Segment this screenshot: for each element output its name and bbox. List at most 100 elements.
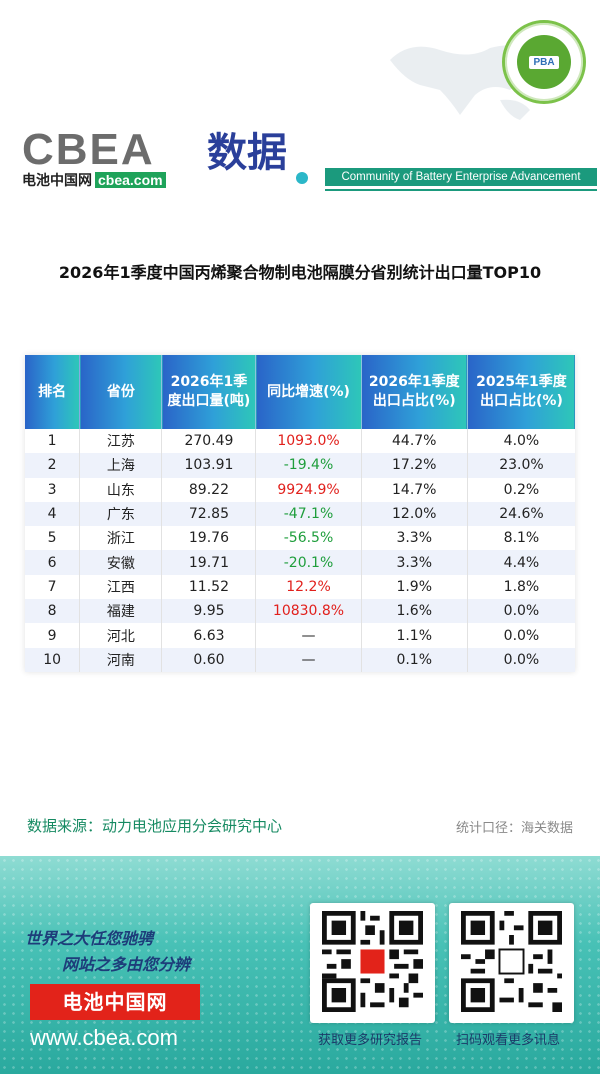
cell-province: 安徽 [79, 550, 162, 575]
cell-growth: 9924.9% [255, 477, 362, 502]
cell-volume: 72.85 [161, 501, 256, 527]
column-header-share-2026: 2026年1季度出口占比(%) [360, 355, 468, 429]
cell-rank: 4 [25, 501, 80, 527]
cell-volume: 6.63 [161, 623, 256, 648]
footer-banner [0, 856, 600, 1074]
table-row: 8 福建 9.95 10830.8% 1.6% 0.0% [25, 599, 575, 624]
column-header-rank: 排名 [25, 355, 80, 429]
cell-volume: 103.91 [161, 453, 256, 478]
qr-code-research-report[interactable] [310, 903, 435, 1023]
cell-share-2026: 1.1% [360, 623, 468, 648]
data-scope-note: 统计口径：海关数据 [455, 821, 573, 836]
cell-province: 河北 [79, 623, 162, 648]
cell-rank: 6 [25, 550, 80, 575]
cell-share-2025: 1.8% [466, 574, 575, 600]
table-row: 5 浙江 19.76 -56.5% 3.3% 8.1% [25, 526, 575, 551]
data-source-note: 数据来源：动力电池应用分会研究中心 [27, 817, 283, 835]
column-header-province: 省份 [79, 355, 162, 429]
qr-code-icon [322, 911, 423, 1012]
qr-code-news[interactable] [449, 903, 574, 1023]
cell-province: 福建 [79, 599, 162, 624]
qr-code-icon [461, 911, 562, 1012]
cell-rank: 9 [25, 623, 80, 648]
cell-volume: 19.71 [161, 550, 256, 575]
cell-rank: 2 [25, 453, 80, 478]
page-title: 2026年1季度中国丙烯聚合物制电池隔膜分省别统计出口量TOP10 [58, 263, 542, 282]
cell-share-2026: 1.9% [360, 574, 468, 600]
community-tagline: Community of Battery Enterprise Advancem… [325, 168, 597, 186]
cell-growth: -20.1% [255, 550, 362, 575]
cell-share-2026: 14.7% [360, 477, 468, 502]
cell-province: 山东 [79, 477, 162, 502]
cell-volume: 19.76 [161, 526, 256, 551]
cell-share-2025: 8.1% [466, 526, 575, 551]
footer-slogan-line2: 网站之多由您分辨 [62, 955, 191, 974]
qr1-caption: 获取更多研究报告 [318, 1033, 423, 1048]
cell-province: 河南 [79, 647, 162, 672]
table-row: 4 广东 72.85 -47.1% 12.0% 24.6% [25, 501, 575, 527]
table-row: 10 河南 0.60—0.1% 0.0% [25, 647, 575, 672]
pba-badge-logo: PBA [502, 20, 586, 104]
cell-rank: 3 [25, 477, 80, 502]
cell-volume: 11.52 [161, 574, 256, 600]
table-header-row: 排名 省份 2026年1季度出口量(吨) 同比增速(%) 2026年1季度出口占… [25, 355, 575, 429]
cbea-logo-subtitle: 电池中国网 cbea.com [22, 170, 166, 190]
table-row: 6 安徽 19.71 -20.1% 3.3% 4.4% [25, 550, 575, 575]
cell-province: 广东 [79, 501, 162, 527]
cell-province: 江苏 [79, 429, 162, 454]
cell-volume: 0.60 [161, 647, 256, 672]
cell-share-2026: 1.6% [360, 599, 468, 624]
cell-growth: — [255, 647, 362, 672]
table-row: 2 上海 103.91 -19.4% 17.2% 23.0% [25, 453, 575, 478]
footer-slogan-line1: 世界之大任您驰骋 [25, 929, 154, 948]
cell-growth: 10830.8% [255, 599, 362, 624]
table-row: 3 山东 89.22 9924.9% 14.7% 0.2% [25, 477, 575, 502]
cbea-logo-wordmark: CBEA [22, 125, 155, 174]
footer-website-link[interactable]: www.cbea.com [30, 1025, 178, 1050]
cell-rank: 8 [25, 599, 80, 624]
export-table: 排名 省份 2026年1季度出口量(吨) 同比增速(%) 2026年1季度出口占… [25, 355, 575, 672]
cell-share-2025: 4.4% [466, 550, 575, 575]
cell-rank: 1 [25, 429, 80, 454]
cell-share-2025: 23.0% [466, 453, 575, 478]
table-body: 1 江苏 270.49 1093.0% 44.7% 4.0% 2 上海 103.91 -19.4… [25, 429, 575, 672]
cell-province: 上海 [79, 453, 162, 478]
section-title: 数据 [207, 130, 287, 176]
logo-subtitle-text: 电池中国网 [22, 173, 92, 189]
cell-share-2026: 3.3% [360, 526, 468, 551]
column-header-volume: 2026年1季度出口量(吨) [161, 355, 256, 429]
cell-share-2026: 3.3% [360, 550, 468, 575]
cell-rank: 5 [25, 526, 80, 551]
cell-share-2025: 0.0% [466, 599, 575, 624]
cell-volume: 89.22 [161, 477, 256, 502]
cell-share-2025: 0.2% [466, 477, 575, 502]
tagline-divider [325, 189, 597, 191]
cell-share-2026: 12.0% [360, 501, 468, 527]
cell-growth: 12.2% [255, 574, 362, 600]
table-row: 1 江苏 270.49 1093.0% 44.7% 4.0% [25, 429, 575, 454]
qr2-caption: 扫码观看更多讯息 [456, 1033, 561, 1048]
cell-share-2025: 4.0% [466, 429, 575, 454]
table-row: 9 河北 6.63—1.1% 0.0% [25, 623, 575, 648]
section-title-dot [296, 172, 308, 184]
cell-share-2025: 0.0% [466, 647, 575, 672]
cell-share-2025: 24.6% [466, 501, 575, 527]
cell-share-2025: 0.0% [466, 623, 575, 648]
cell-rank: 10 [25, 647, 80, 672]
cell-growth: — [255, 623, 362, 648]
cell-province: 浙江 [79, 526, 162, 551]
column-header-share-2025: 2025年1季度出口占比(%) [466, 355, 575, 429]
cell-growth: -19.4% [255, 453, 362, 478]
cell-share-2026: 44.7% [360, 429, 468, 454]
footer-brand-name: 电池中国网 [30, 984, 200, 1020]
cell-share-2026: 17.2% [360, 453, 468, 478]
cell-share-2026: 0.1% [360, 647, 468, 672]
cell-volume: 270.49 [161, 429, 256, 454]
cell-volume: 9.95 [161, 599, 256, 624]
cell-growth: -47.1% [255, 501, 362, 527]
pba-badge-text: PBA [529, 55, 559, 69]
cell-growth: 1093.0% [255, 429, 362, 454]
logo-domain: cbea.com [95, 172, 166, 188]
cell-province: 江西 [79, 574, 162, 600]
table-row: 7 江西 11.52 12.2% 1.9% 1.8% [25, 574, 575, 600]
